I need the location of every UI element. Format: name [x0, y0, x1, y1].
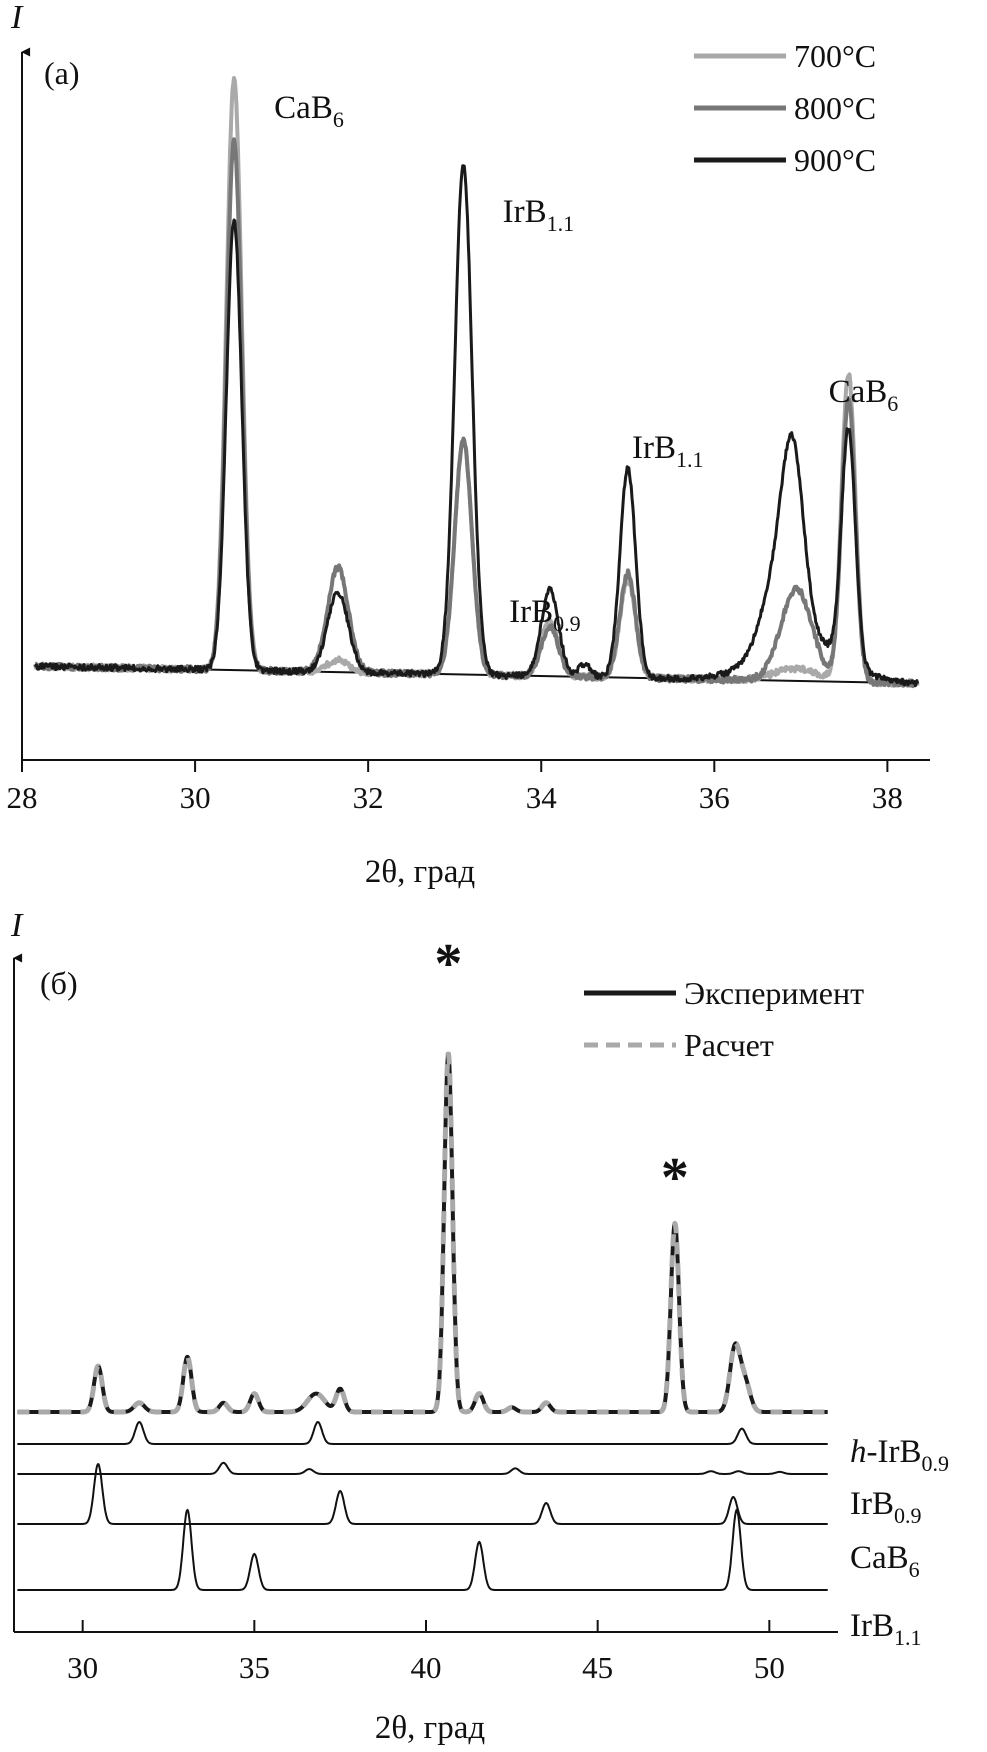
reference-label-b-0: h-IrB0.9 [850, 1434, 949, 1476]
series-line-a-1 [33, 137, 920, 689]
series-lines-a [33, 76, 920, 689]
y-axis-label-a: I [10, 0, 24, 36]
legend-label-calculation: Расчет [684, 1027, 774, 1063]
x-ticks-b: 30 35 40 45 50 [67, 1620, 785, 1685]
peak-labels-a: CaB6 IrB1.1 IrB0.9 IrB1.1 CaB6 [274, 90, 898, 636]
panel-label-b: (б) [40, 965, 78, 1001]
y-axis-label-b: I [10, 907, 24, 944]
x-tick-label-a-28: 28 [7, 780, 38, 815]
star-markers-b: ** [434, 933, 689, 1209]
series-line-b-0 [16, 1052, 830, 1414]
x-tick-label-b-45: 45 [582, 1650, 613, 1685]
legend-item-900: 900°C [694, 142, 876, 178]
legend-b: Эксперимент Расчет [584, 975, 864, 1063]
legend-label-700: 700°C [794, 38, 876, 74]
x-tick-label-b-30: 30 [67, 1650, 98, 1685]
x-axis-title-a: 2θ, град [365, 854, 475, 890]
x-tick-label-a-34: 34 [526, 780, 558, 815]
reference-patterns-b: h-IrB0.9 IrB0.9 CaB6 IrB1.1 [17, 1420, 949, 1650]
peak-label-a-3: IrB1.1 [632, 430, 704, 472]
star-marker-b-0: * [434, 933, 462, 995]
x-tick-label-b-35: 35 [239, 1650, 270, 1685]
legend-label-800: 800°C [794, 90, 876, 126]
x-tick-label-a-36: 36 [699, 780, 730, 815]
legend-item-700: 700°C [694, 38, 876, 74]
x-tick-label-b-50: 50 [754, 1650, 785, 1685]
x-tick-label-a-32: 32 [353, 780, 384, 815]
series-lines-b [15, 1051, 830, 1415]
chart-panel-b: I (б) 30 35 40 45 50 ** h-IrB0.9IrB0.9CaB6Ir… [10, 907, 949, 1746]
reference-pattern-b-1 [17, 1461, 828, 1475]
peak-label-a-1: IrB1.1 [503, 194, 575, 236]
legend-item-800: 800°C [694, 90, 876, 126]
reference-pattern-b-2 [17, 1463, 828, 1525]
x-tick-label-a-30: 30 [180, 780, 211, 815]
reference-pattern-b-3 [17, 1508, 828, 1591]
chart-panel-a: I (a) 28 30 32 34 36 38 CaB6 IrB1.1 IrB0.9 IrB1.… [7, 0, 930, 890]
panel-label-a: (a) [44, 55, 80, 91]
reference-label-b-3: IrB1.1 [850, 1608, 922, 1650]
legend-label-experiment: Эксперимент [684, 975, 864, 1011]
x-axis-title-b: 2θ, град [375, 1710, 485, 1746]
series-line-a-2 [33, 164, 920, 688]
legend-label-900: 900°C [794, 142, 876, 178]
legend-item-experiment: Эксперимент [584, 975, 864, 1011]
peak-label-a-0: CaB6 [274, 90, 344, 132]
x-ticks-a: 28 30 32 34 36 38 [7, 760, 903, 815]
legend-a: 700°C 800°C 900°C [694, 38, 876, 178]
peak-label-a-2: IrB0.9 [509, 594, 581, 636]
reference-label-b-2: CaB6 [850, 1540, 920, 1582]
x-tick-label-a-38: 38 [872, 780, 903, 815]
reference-pattern-b-0 [17, 1420, 828, 1445]
legend-item-calculation: Расчет [584, 1027, 774, 1063]
series-line-b-1 [15, 1051, 830, 1415]
peak-label-a-4: CaB6 [829, 374, 899, 416]
reference-label-b-1: IrB0.9 [850, 1486, 922, 1528]
star-marker-b-1: * [661, 1147, 689, 1209]
x-tick-label-b-40: 40 [411, 1650, 442, 1685]
